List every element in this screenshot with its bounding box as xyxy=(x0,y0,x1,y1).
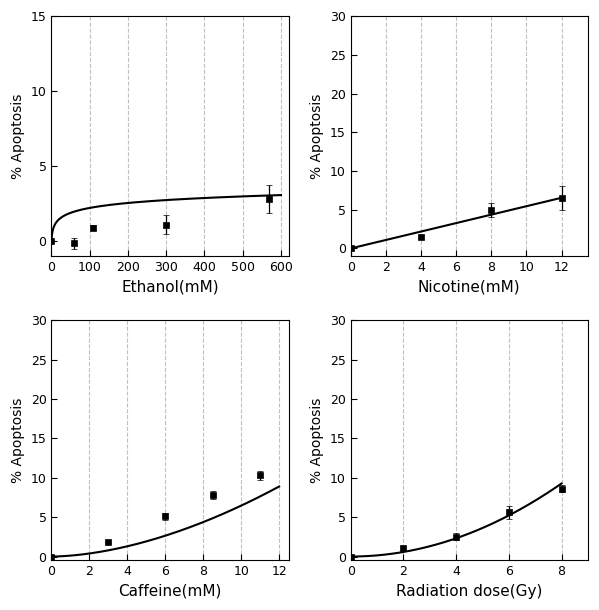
X-axis label: Nicotine(mM): Nicotine(mM) xyxy=(418,279,521,295)
X-axis label: Ethanol(mM): Ethanol(mM) xyxy=(121,279,219,295)
Y-axis label: % Apoptosis: % Apoptosis xyxy=(11,93,25,179)
Y-axis label: % Apoptosis: % Apoptosis xyxy=(310,93,325,179)
Y-axis label: % Apoptosis: % Apoptosis xyxy=(310,398,325,483)
Y-axis label: % Apoptosis: % Apoptosis xyxy=(11,398,25,483)
X-axis label: Caffeine(mM): Caffeine(mM) xyxy=(119,584,222,599)
X-axis label: Radiation dose(Gy): Radiation dose(Gy) xyxy=(396,584,543,599)
